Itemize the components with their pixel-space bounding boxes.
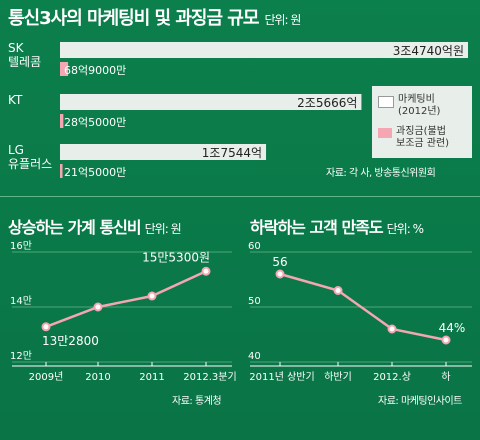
legend: 마케팅비 (2012년) 과징금(불법 보조금 관련) [372, 86, 472, 158]
y-tick-label-1: 14만 [10, 295, 32, 307]
data-point-2 [387, 324, 397, 334]
data-point-0 [41, 322, 51, 332]
data-point-1 [333, 286, 343, 295]
category-label-0: SK [8, 41, 25, 55]
legend-label-fine-sub: 보조금 관련) [396, 138, 450, 149]
bar-fine-label-2: 21억5000만 [64, 166, 126, 179]
bar-marketing-2 [60, 144, 267, 160]
x-tick-label-2: 2012.상 [373, 371, 411, 383]
line-chart-left: 16만 14만 12만 2009년 2010 2011 2012.3분기 13만2800 15만… [10, 240, 237, 383]
bar-fine-1 [60, 114, 64, 128]
bar-marketing-label-1: 2조5666억 [297, 96, 357, 110]
bar-fine-label-0: 68억9000만 [64, 64, 126, 77]
right-chart-title: 하락하는 고객 만족도 단위: % [250, 214, 424, 238]
page-title: 통신3사의 마케팅비 및 과징금 규모 단위: 원 [8, 4, 301, 30]
legend-label-marketing-year: (2012년) [398, 106, 441, 117]
data-point-1 [93, 302, 103, 312]
right-chart-source: 자료: 마케팅인사이트 [378, 396, 462, 407]
data-label-1: 15만5300원 [142, 250, 210, 264]
bar-fine-2 [60, 164, 63, 178]
y-tick-label-0: 16만 [10, 240, 32, 252]
x-tick-label-3: 하 [441, 370, 450, 383]
left-chart-title-text: 상승하는 가계 통신비 [8, 218, 142, 237]
data-label-0: 13만2800 [42, 334, 99, 348]
bar-fine-0 [60, 62, 69, 76]
title-text: 통신3사의 마케팅비 및 과징금 규모 [8, 8, 259, 29]
data-point-2 [147, 291, 157, 301]
x-tick-label-1: 하반기 [324, 370, 352, 383]
legend-label-fine: 과징금(불법 [396, 126, 446, 137]
bar-fine-label-1: 28억5000만 [64, 116, 126, 129]
title-unit: 단위: 원 [264, 13, 301, 27]
data-point-3 [441, 335, 451, 345]
series-line [45, 270, 207, 328]
x-tick-label-0: 2009년 [29, 371, 64, 383]
data-point-3 [201, 266, 211, 276]
x-tick-label-2: 2011 [139, 372, 164, 383]
legend-swatch-marketing [378, 96, 394, 108]
y-tick-label-1: 50 [248, 296, 261, 307]
bar-marketing-label-2: 1조7544억 [202, 146, 262, 160]
y-tick-label-2: 12만 [10, 350, 32, 362]
y-tick-label-0: 60 [248, 241, 261, 252]
left-chart-title: 상승하는 가계 통신비 단위: 원 [8, 214, 182, 238]
category-label-1: KT [8, 93, 23, 107]
right-chart-unit: 단위: % [386, 222, 424, 236]
category-sublabel-2: 유플러스 [8, 157, 52, 171]
data-label-0: 56 [272, 255, 287, 269]
y-tick-label-2: 40 [248, 351, 261, 362]
legend-swatch-fine [378, 128, 392, 138]
series-line [279, 272, 447, 342]
x-tick-label-1: 2010 [85, 372, 110, 383]
x-tick-label-0: 2011년 상반기 [249, 371, 314, 383]
category-sublabel-0: 텔레콤 [8, 55, 41, 69]
category-label-2: LG [8, 143, 24, 157]
section-divider [0, 196, 480, 197]
line-chart-right: 60 50 40 2011년 상반기 하반기 2012.상 하 56 44% [248, 241, 472, 383]
legend-label-marketing: 마케팅비 [398, 94, 435, 105]
bar-marketing-label-0: 3조4740억원 [393, 44, 464, 58]
x-tick-label-3: 2012.3분기 [183, 371, 236, 383]
left-chart-source: 자료: 통계청 [172, 396, 222, 407]
legend-item-fine: 과징금(불법 보조금 관련) [378, 126, 449, 150]
bar-chart-source: 자료: 각 사, 방송통신위원회 [326, 168, 436, 179]
data-label-1: 44% [439, 321, 466, 335]
data-point-0 [275, 269, 285, 279]
bar-marketing-1 [60, 94, 362, 110]
bar-marketing-0 [60, 42, 468, 58]
right-chart-title-text: 하락하는 고객 만족도 [250, 218, 384, 237]
left-chart-unit: 단위: 원 [144, 222, 182, 236]
legend-item-marketing: 마케팅비 (2012년) [378, 94, 440, 118]
